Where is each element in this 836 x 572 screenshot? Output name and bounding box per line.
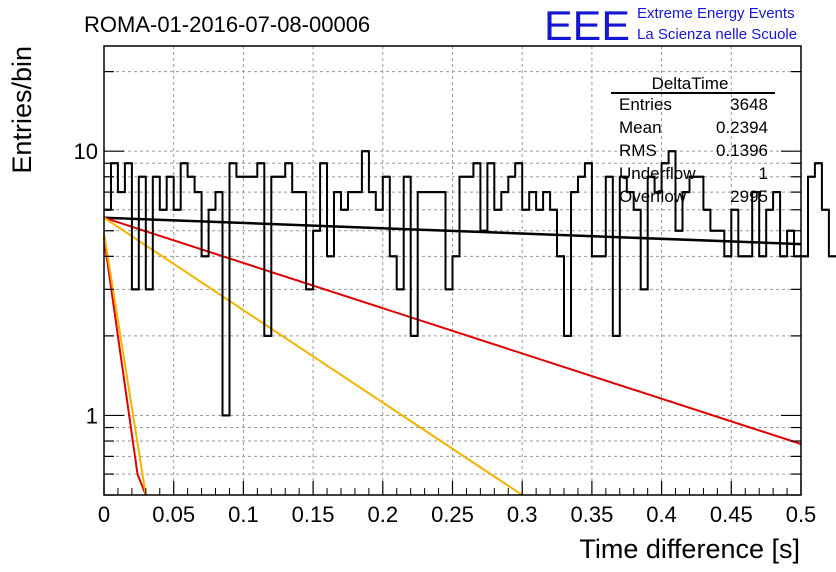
x-tick-label: 0.1 xyxy=(228,502,259,527)
fit-curve-black xyxy=(103,216,802,246)
stats-underflow-value: 1 xyxy=(759,164,768,183)
stats-overflow-value: 2995 xyxy=(730,187,768,206)
tick-labels: 0 0.05 0.1 0.15 0.2 0.25 0.3 0.35 0.4 0.45 0.5 1 10 xyxy=(74,139,817,527)
fit-curve-yellow xyxy=(103,216,523,496)
x-tick-label: 0.3 xyxy=(507,502,538,527)
x-tick-label: 0.2 xyxy=(368,502,399,527)
logo-line-1: Extreme Energy Events xyxy=(637,5,795,22)
chart-title: ROMA-01-2016-07-08-00006 xyxy=(84,12,370,37)
fit-curve-yellow xyxy=(103,232,147,496)
logo-mark: EEE xyxy=(544,2,630,49)
stats-overflow-label: Overflow xyxy=(619,187,687,206)
x-tick-label: 0.05 xyxy=(152,502,195,527)
stats-entries-value: 3648 xyxy=(730,95,768,114)
y-axis-title: Entries/bin xyxy=(7,46,37,174)
stats-box: DeltaTime Entries 3648 Mean 0.2394 RMS 0… xyxy=(611,74,775,206)
stats-title: DeltaTime xyxy=(652,74,729,93)
logo-line-2: La Scienza nelle Scuole xyxy=(637,26,797,43)
fit-curve-red xyxy=(103,237,147,496)
axis-ticks xyxy=(103,71,802,496)
stats-underflow-label: Underflow xyxy=(619,164,696,183)
x-tick-label: 0.45 xyxy=(710,502,753,527)
x-tick-label: 0.15 xyxy=(292,502,335,527)
eee-logo: EEE Extreme Energy Events La Scienza nel… xyxy=(544,2,797,49)
fit-curve-red xyxy=(103,216,802,445)
x-tick-label: 0.5 xyxy=(786,502,817,527)
stats-entries-label: Entries xyxy=(619,95,672,114)
stats-rms-value: 0.1396 xyxy=(716,141,768,160)
x-axis-title: Time difference [s] xyxy=(579,534,800,564)
x-tick-label: 0 xyxy=(98,502,110,527)
stats-mean-label: Mean xyxy=(619,118,662,137)
y-tick-label: 1 xyxy=(86,403,98,428)
x-tick-label: 0.4 xyxy=(646,502,677,527)
stats-mean-value: 0.2394 xyxy=(716,118,768,137)
x-tick-label: 0.35 xyxy=(570,502,613,527)
x-tick-label: 0.25 xyxy=(431,502,474,527)
fit-curves xyxy=(103,216,802,496)
y-tick-label: 10 xyxy=(74,139,98,164)
stats-rms-label: RMS xyxy=(619,141,657,160)
histogram xyxy=(104,150,836,417)
